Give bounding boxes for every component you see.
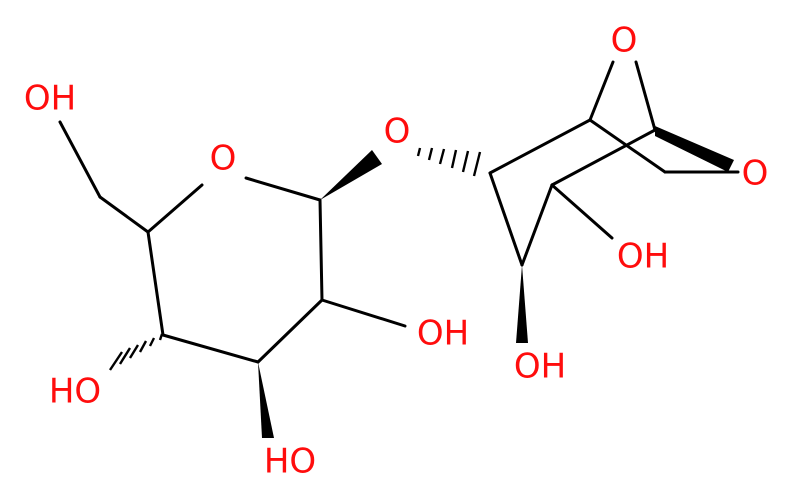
atom-label: O xyxy=(611,21,638,61)
hashed-bond xyxy=(416,147,482,177)
atom-label: O xyxy=(384,112,411,152)
atom-label: OH xyxy=(417,314,469,354)
bonds xyxy=(58,60,740,438)
atom-label: OH xyxy=(514,347,566,387)
atom-label: O xyxy=(742,154,769,194)
hashed-bond xyxy=(109,333,164,371)
atom-label: OH xyxy=(617,237,669,277)
atom-label: OH xyxy=(24,79,76,119)
atom-label: O xyxy=(210,139,237,179)
atom-label: HO xyxy=(264,442,316,482)
atom-label: HO xyxy=(49,372,101,412)
